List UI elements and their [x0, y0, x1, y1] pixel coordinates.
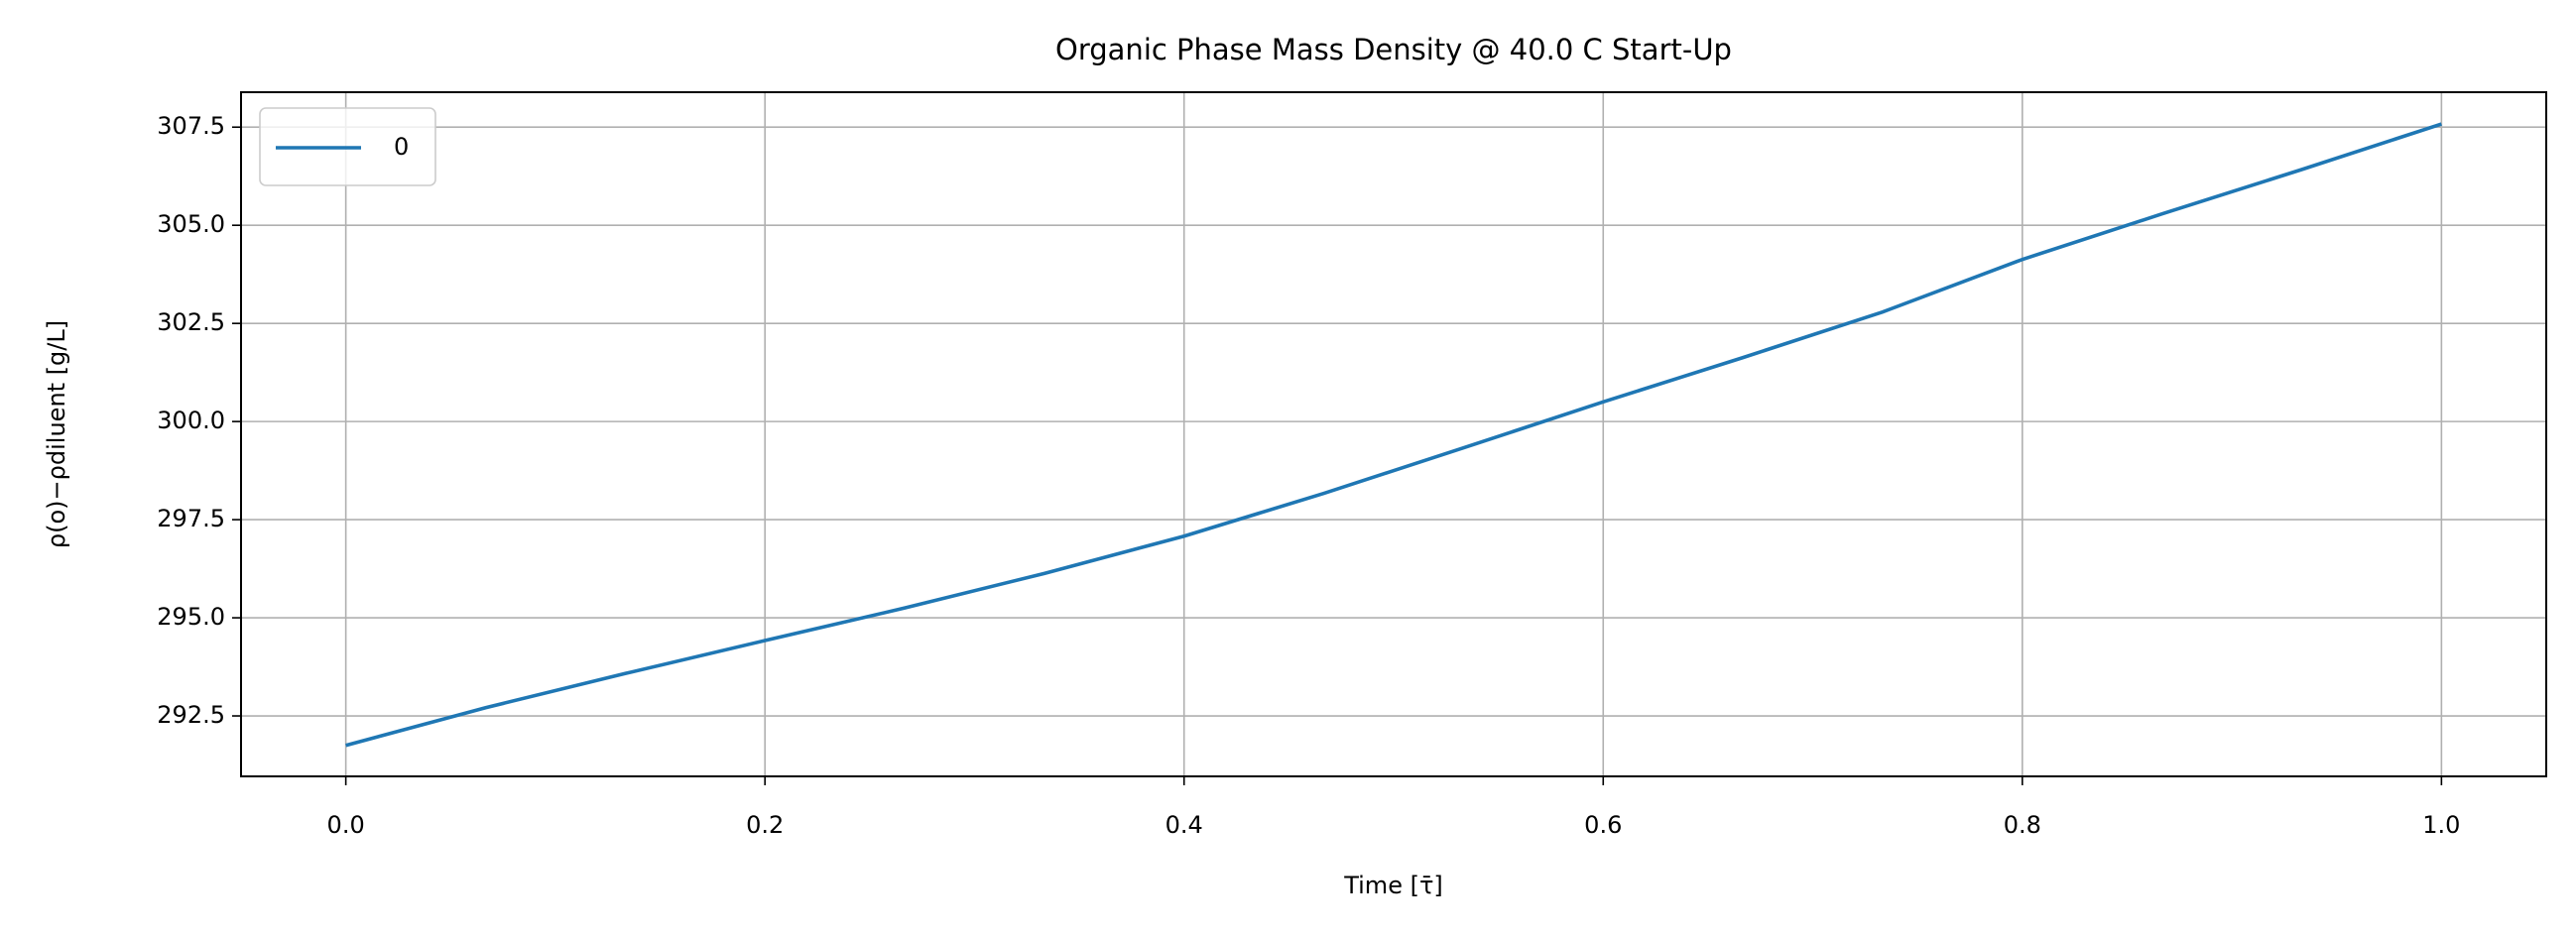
y-tick-label: 302.5 — [157, 308, 225, 336]
data-line — [345, 122, 2442, 748]
y-tick-label: 300.0 — [157, 407, 225, 434]
y-tick-label: 297.5 — [157, 505, 225, 532]
y-tick-label: 305.0 — [157, 210, 225, 238]
x-tick-label: 0.0 — [327, 811, 365, 839]
x-tick-label: 0.6 — [1584, 811, 1622, 839]
x-tick-label: 0.8 — [2004, 811, 2041, 839]
x-tick-label: 1.0 — [2422, 811, 2460, 839]
y-tick-label: 292.5 — [157, 701, 225, 729]
chart-title: Organic Phase Mass Density @ 40.0 C Star… — [1055, 33, 1732, 66]
y-tick-label: 307.5 — [157, 112, 225, 140]
y-axis-label: ρ(o)−ρdiluent [g/L] — [43, 320, 70, 548]
legend-label: 0 — [394, 133, 409, 161]
x-tick-label: 0.2 — [746, 811, 784, 839]
plot-frame — [240, 91, 2547, 777]
x-tick-label: 0.4 — [1165, 811, 1203, 839]
x-axis-label: Time [τ̄] — [1343, 872, 1443, 899]
y-tick-label: 295.0 — [157, 603, 225, 631]
